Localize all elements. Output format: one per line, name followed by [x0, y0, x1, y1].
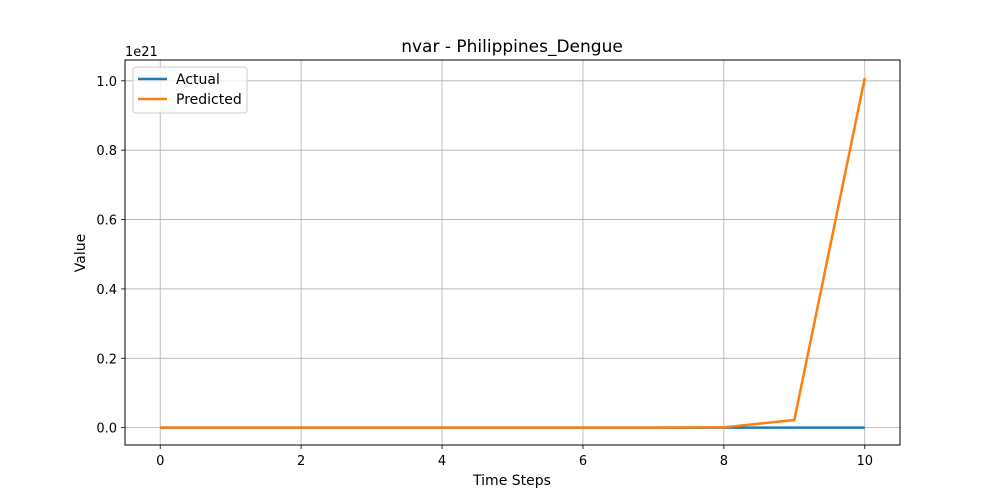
x-tick-label: 8 [720, 454, 728, 469]
y-tick-label: 0.6 [96, 214, 117, 229]
y-tick-label: 0.4 [96, 283, 117, 298]
x-axis-ticks: 0 2 4 6 8 10 [156, 445, 873, 469]
x-tick-label: 0 [156, 454, 164, 469]
series-lines [160, 77, 866, 429]
x-tick-label: 2 [297, 454, 305, 469]
x-tick-label: 4 [438, 454, 446, 469]
y-tick-label: 0.2 [96, 352, 117, 367]
y-offset-label: 1e21 [125, 45, 158, 60]
x-tick-label: 10 [856, 454, 873, 469]
legend-label-actual: Actual [176, 72, 220, 88]
legend: Actual Predicted [132, 66, 248, 114]
y-axis-ticks: 0.0 0.2 0.4 0.6 0.8 1.0 [96, 75, 125, 437]
y-tick-label: 0.0 [96, 422, 117, 437]
chart-title: nvar - Philippines_Dengue [401, 37, 623, 57]
series-line-predicted [160, 77, 866, 429]
x-axis-title: Time Steps [472, 473, 551, 489]
y-tick-label: 0.8 [96, 144, 117, 159]
x-tick-label: 6 [579, 454, 587, 469]
plot-area-frame [124, 59, 901, 446]
y-tick-label: 1.0 [96, 75, 117, 90]
y-axis-title: Value [73, 234, 89, 272]
legend-label-predicted: Predicted [176, 92, 242, 108]
